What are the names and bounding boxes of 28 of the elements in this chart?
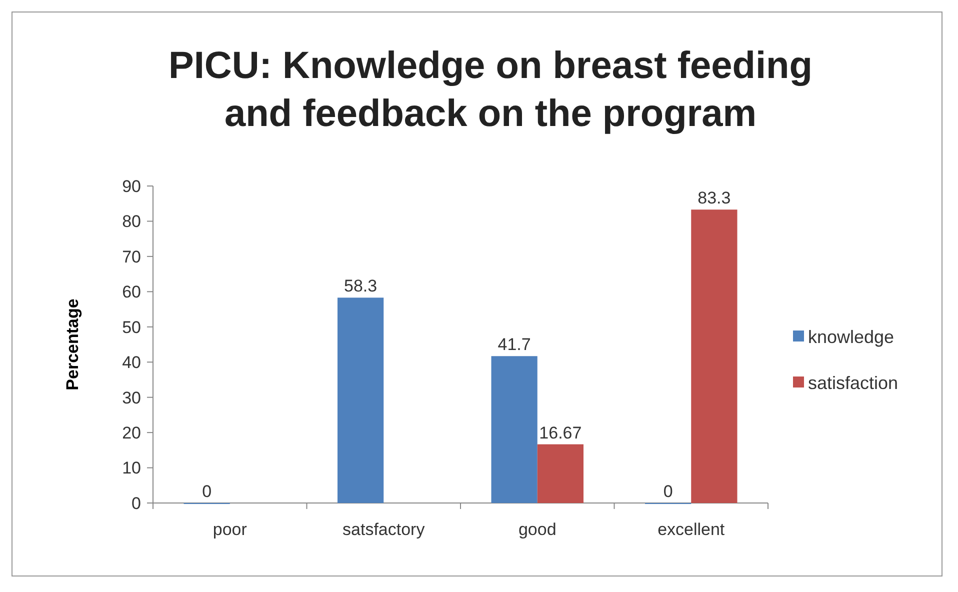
data-label: 0 [663,482,673,501]
legend-label: satisfaction [808,372,898,393]
bar [691,210,738,503]
y-tick-label: 10 [122,458,141,478]
legend-label: knowledge [808,326,894,347]
chart-title: PICU: Knowledge on breast feeding and feedback on the program [168,45,812,135]
x-tick-label: excellent [658,520,725,539]
data-label: 0 [202,482,212,501]
y-tick-label: 60 [122,282,141,302]
y-tick-label: 0 [132,494,141,513]
bar [338,298,384,503]
y-tick-label: 70 [122,247,141,266]
data-label: 16.67 [539,423,582,442]
bar [537,444,584,503]
y-tick-label: 90 [122,176,141,196]
bar [491,356,538,503]
x-tick-label: good [518,520,556,539]
y-tick-label: 20 [122,424,141,443]
y-axis-title: Percentage [63,298,82,390]
data-label: 58.3 [344,276,378,296]
data-label: 41.7 [498,335,531,354]
y-tick-label: 80 [122,212,141,232]
y-tick-label: 30 [122,388,141,408]
x-tick-label: poor [212,520,248,539]
y-tick-label: 50 [122,318,141,337]
x-tick-label: satsfactory [342,520,426,539]
y-tick-label: 40 [122,353,141,372]
data-label: 83.3 [698,188,731,208]
